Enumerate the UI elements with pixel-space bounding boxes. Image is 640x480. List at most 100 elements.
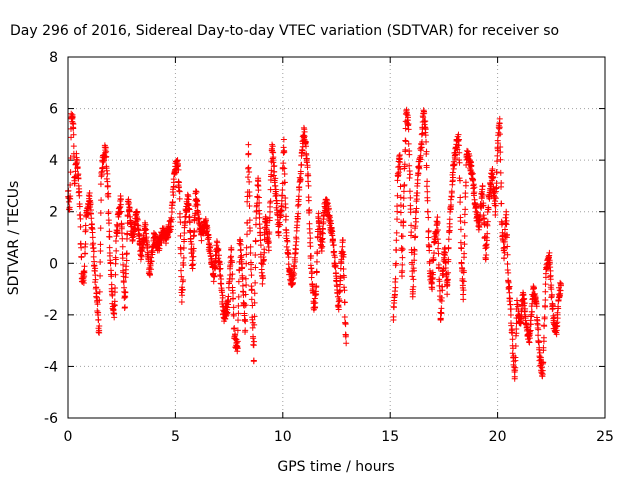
data-point (285, 254, 292, 261)
data-point (335, 306, 342, 313)
data-point (186, 219, 193, 226)
data-point (291, 270, 298, 277)
data-point (76, 192, 83, 199)
data-point (280, 160, 287, 167)
data-point (457, 218, 464, 225)
data-point (471, 189, 478, 196)
data-point (457, 177, 464, 184)
data-point (270, 159, 277, 166)
data-point (407, 171, 414, 178)
data-point (531, 291, 538, 298)
data-point (282, 195, 289, 202)
data-point (438, 298, 445, 305)
data-point (421, 110, 428, 117)
data-point (450, 165, 457, 172)
data-point (303, 156, 310, 163)
data-point (548, 286, 555, 293)
data-point (259, 280, 266, 287)
data-point (251, 290, 258, 297)
data-point (168, 216, 175, 223)
data-point (436, 278, 443, 285)
data-point (546, 249, 553, 256)
data-point (86, 189, 93, 196)
data-point (399, 267, 406, 274)
data-point (512, 354, 519, 361)
data-point (425, 214, 432, 221)
data-point (165, 234, 172, 241)
data-point (80, 269, 87, 276)
data-point (103, 175, 110, 182)
data-point (281, 165, 288, 172)
data-point (497, 169, 504, 176)
data-point (502, 214, 509, 221)
data-point (456, 159, 463, 166)
data-point (320, 226, 327, 233)
data-point (149, 249, 156, 256)
data-point (492, 202, 499, 209)
data-point (93, 290, 100, 297)
data-point (298, 161, 305, 168)
data-point (98, 171, 105, 178)
data-point (412, 233, 419, 240)
data-point (340, 266, 347, 273)
data-point (291, 265, 298, 272)
data-point (82, 226, 89, 233)
data-point (231, 331, 238, 338)
data-point (213, 242, 220, 249)
data-point (434, 220, 441, 227)
data-point (406, 162, 413, 169)
data-point (430, 256, 437, 263)
data-point (444, 291, 451, 298)
data-point (104, 182, 111, 189)
data-point (252, 221, 259, 228)
data-point (401, 181, 408, 188)
data-point (411, 267, 418, 274)
data-point (215, 246, 222, 253)
data-point (395, 169, 402, 176)
data-point (542, 281, 549, 288)
data-point (187, 238, 194, 245)
data-point (295, 193, 302, 200)
data-point (106, 244, 113, 251)
data-point (319, 229, 326, 236)
data-point (555, 305, 562, 312)
data-point (292, 246, 299, 253)
data-point (97, 210, 104, 217)
data-point (339, 252, 346, 259)
data-point (494, 158, 501, 165)
y-tick-labels: -6 -4 -2 0 2 4 6 8 (44, 50, 58, 427)
data-point (457, 199, 464, 206)
data-point (330, 242, 337, 249)
data-point (393, 247, 400, 254)
data-point (397, 166, 404, 173)
data-point (337, 275, 344, 282)
data-point (413, 205, 420, 212)
data-point (527, 321, 534, 328)
data-point (95, 316, 102, 323)
data-point (480, 202, 487, 209)
data-point (90, 248, 97, 255)
data-point (483, 252, 490, 259)
data-point (194, 197, 201, 204)
data-point (509, 350, 516, 357)
data-point (228, 247, 235, 254)
data-point (397, 202, 404, 209)
data-point (527, 327, 534, 334)
data-point (279, 187, 286, 194)
data-point (412, 223, 419, 230)
data-point (103, 167, 110, 174)
data-point (447, 196, 454, 203)
data-point (320, 219, 327, 226)
data-point (426, 258, 433, 265)
data-point (126, 208, 133, 215)
data-point (275, 232, 282, 239)
data-point (269, 143, 276, 150)
data-point (119, 255, 126, 262)
data-point (270, 154, 277, 161)
data-point (542, 297, 549, 304)
data-point (429, 284, 436, 291)
data-point (242, 291, 249, 298)
data-point (401, 163, 408, 170)
data-point (521, 300, 528, 307)
data-point (462, 190, 469, 197)
